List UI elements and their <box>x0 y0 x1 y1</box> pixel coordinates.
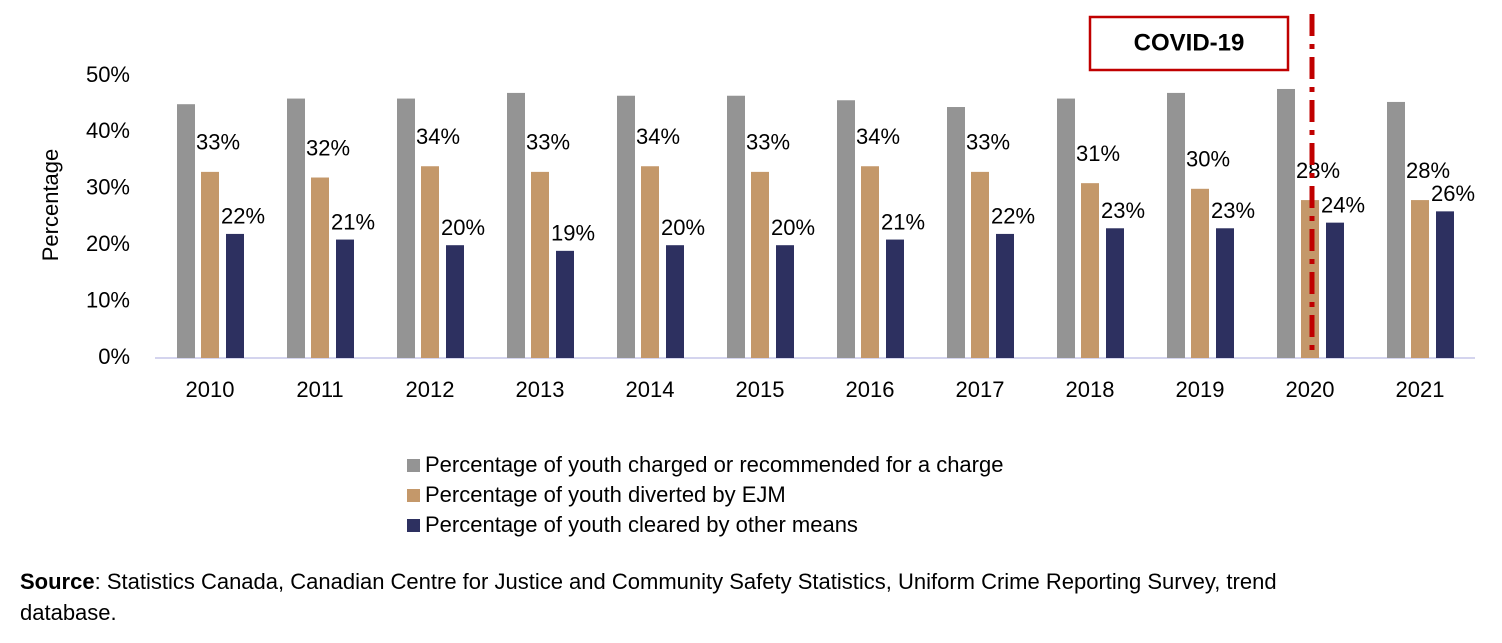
data-label: 28% <box>1296 158 1340 183</box>
source-text: : Statistics Canada, Canadian Centre for… <box>20 569 1277 625</box>
legend-swatch <box>407 519 420 532</box>
legend-swatch <box>407 459 420 472</box>
bar <box>1387 101 1405 358</box>
legend-label: Percentage of youth cleared by other mea… <box>425 512 858 537</box>
y-tick-label: 0% <box>98 344 130 369</box>
y-tick-label: 50% <box>86 62 130 87</box>
data-label: 33% <box>966 130 1010 155</box>
data-label: 22% <box>221 204 265 229</box>
bar <box>287 98 305 358</box>
bar <box>666 245 684 358</box>
data-label: 19% <box>551 221 595 246</box>
bar <box>226 233 244 358</box>
bar <box>201 171 219 358</box>
x-tick-label: 2011 <box>296 377 343 402</box>
x-tick-label: 2010 <box>186 377 235 402</box>
chart: Percentage 0% 10% 20% 30% 40% 50% 2010 33% 22% 20… <box>38 14 1475 537</box>
bar <box>1326 222 1344 358</box>
data-label: 20% <box>771 215 815 240</box>
data-label: 26% <box>1431 181 1475 206</box>
x-tick-label: 2012 <box>406 377 455 402</box>
y-tick-label: 30% <box>86 175 130 200</box>
bar <box>996 233 1014 358</box>
data-label: 22% <box>991 204 1035 229</box>
data-label: 34% <box>856 124 900 149</box>
data-label: 21% <box>331 209 375 234</box>
data-label: 21% <box>881 209 925 234</box>
bar <box>311 177 329 358</box>
x-tick-label: 2019 <box>1176 377 1225 402</box>
bar <box>421 166 439 358</box>
data-label: 34% <box>416 124 460 149</box>
x-tick-label: 2015 <box>736 377 785 402</box>
data-label: 23% <box>1211 198 1255 223</box>
data-label: 24% <box>1321 192 1365 217</box>
bar <box>617 95 635 359</box>
bar <box>1167 92 1185 359</box>
data-label: 31% <box>1076 141 1120 166</box>
annotation-box <box>1088 15 1290 72</box>
data-label: 28% <box>1406 158 1450 183</box>
bar <box>837 100 855 358</box>
bar <box>397 98 415 358</box>
bar <box>446 245 464 358</box>
bar <box>1277 88 1295 359</box>
bar <box>727 95 745 359</box>
annotation-text: COVID-19 <box>1134 29 1245 56</box>
data-label: 33% <box>526 130 570 155</box>
bar <box>751 171 769 358</box>
data-label: 32% <box>306 135 350 160</box>
bar <box>1191 188 1209 358</box>
y-axis-label: Percentage <box>38 149 63 262</box>
data-label: 20% <box>661 215 705 240</box>
x-tick-label: 2018 <box>1066 377 1115 402</box>
legend-label: Percentage of youth diverted by EJM <box>425 482 786 507</box>
bar <box>1436 211 1454 358</box>
bar <box>641 166 659 358</box>
bar <box>177 104 195 358</box>
x-tick-label: 2014 <box>626 377 675 402</box>
data-label: 20% <box>441 215 485 240</box>
bar <box>886 239 904 358</box>
bar <box>861 166 879 358</box>
bar <box>971 171 989 358</box>
x-tick-label: 2013 <box>516 377 565 402</box>
source-label: Source <box>20 569 95 594</box>
bar <box>1411 200 1429 358</box>
bar <box>1081 183 1099 358</box>
data-label: 30% <box>1186 147 1230 172</box>
data-label: 23% <box>1101 198 1145 223</box>
x-tick-label: 2017 <box>956 377 1005 402</box>
bar <box>1057 98 1075 358</box>
data-label: 34% <box>636 124 680 149</box>
bar <box>336 239 354 358</box>
y-tick-label: 10% <box>86 287 130 312</box>
x-tick-label: 2020 <box>1286 377 1335 402</box>
bar <box>507 92 525 359</box>
data-label: 33% <box>196 130 240 155</box>
y-tick-label: 40% <box>86 118 130 143</box>
x-tick-label: 2016 <box>846 377 895 402</box>
bar <box>947 107 965 359</box>
bar <box>1106 228 1124 358</box>
bar <box>776 245 794 358</box>
legend-swatch <box>407 489 420 502</box>
bar <box>1216 228 1234 358</box>
bar <box>531 171 549 358</box>
bar <box>556 250 574 358</box>
x-tick-label: 2021 <box>1396 377 1445 402</box>
y-tick-label: 20% <box>86 231 130 256</box>
data-label: 33% <box>746 130 790 155</box>
source-note: Source: Statistics Canada, Canadian Cent… <box>20 566 1290 628</box>
legend-label: Percentage of youth charged or recommend… <box>425 452 1003 477</box>
